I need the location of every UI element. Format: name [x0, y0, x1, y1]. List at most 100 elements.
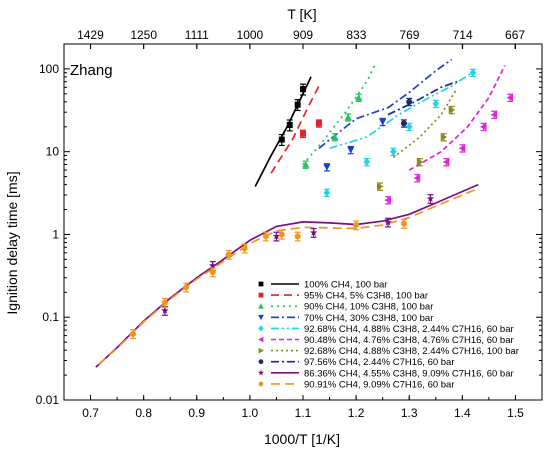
top-tick-label: 1111	[185, 28, 209, 42]
legend-label: 90% CH4, 10% C3H8, 100 bar	[304, 302, 433, 313]
legend-marker	[258, 369, 264, 376]
data-point	[400, 220, 407, 227]
data-point	[278, 136, 285, 143]
series-line	[387, 80, 458, 116]
legend-label: 92.68% CH4, 4.88% C3H8, 2.44% C7H16, 60 …	[304, 324, 514, 335]
data-point	[389, 147, 397, 156]
data-point	[161, 299, 168, 306]
y-tick-label: 100	[39, 62, 59, 76]
y-axis-title: Ignition delay time [ms]	[4, 171, 20, 314]
top-tick-label: 769	[399, 28, 419, 42]
data-point	[272, 232, 281, 240]
axes-layer: 0.7 0.8 0.9 1.0 1.1 1.2 1.3 1.4 1.5 1429 1250 1111 1…	[36, 28, 543, 420]
top-tick-label: 1000	[237, 28, 264, 42]
data-point	[323, 164, 331, 171]
series-line	[302, 65, 376, 166]
data-point	[286, 122, 293, 129]
data-point	[294, 101, 301, 108]
data-point	[241, 245, 248, 252]
series-line	[329, 71, 474, 150]
data-point	[406, 98, 413, 105]
y-tick-label: 10	[46, 145, 60, 159]
data-point	[294, 233, 301, 240]
data-point	[384, 218, 392, 226]
top-tick-label: 667	[505, 28, 525, 42]
data-point	[413, 174, 421, 182]
data-point	[469, 68, 477, 77]
data-point	[161, 306, 169, 314]
top-tick-label: 1250	[130, 28, 157, 42]
series-line	[97, 187, 479, 365]
series-line	[95, 183, 479, 368]
legend-label: 70% CH4, 30% C3H8, 100 bar	[304, 313, 433, 324]
data-point	[400, 120, 407, 127]
top-tick-label: 714	[453, 28, 473, 42]
x-tick-label: 1.1	[295, 406, 312, 420]
x-tick-label: 0.7	[82, 406, 99, 420]
data-point	[209, 269, 216, 276]
data-point	[363, 158, 371, 166]
data-point	[384, 196, 391, 204]
data-point	[379, 118, 387, 126]
x-tick-label: 0.9	[188, 406, 205, 420]
data-point	[506, 94, 514, 102]
legend-marker	[258, 303, 264, 309]
data-point	[344, 113, 352, 121]
top-tick-label: 833	[346, 28, 366, 42]
series-line	[408, 65, 506, 171]
legend-marker	[258, 381, 264, 387]
legend-label: 92.68% CH4, 4.88% C3H8, 2.44% C7H16, 100…	[304, 346, 519, 357]
top-tick-label: 1429	[77, 28, 104, 42]
legend-label: 86.36% CH4, 4.55% C3H8, 9.09% C7H16, 60 …	[304, 368, 514, 379]
x-tick-label: 1.5	[507, 406, 524, 420]
data-point	[432, 99, 440, 108]
data-point	[458, 144, 466, 152]
legend-marker	[258, 292, 264, 298]
data-point	[209, 261, 217, 269]
panel-label: Zhang	[70, 62, 113, 79]
data-point	[405, 122, 413, 131]
y-tick-label: 0.1	[42, 310, 59, 324]
x-tick-label: 1.3	[401, 406, 418, 420]
data-point	[278, 231, 285, 238]
data-point	[262, 233, 269, 240]
y-tick-label: 0.01	[36, 393, 60, 407]
x-tick-label: 0.8	[135, 406, 152, 420]
data-point	[225, 251, 232, 258]
x-axis-title: 1000/T [1/K]	[264, 431, 340, 447]
x-tick-label: 1.2	[348, 406, 365, 420]
legend-marker	[258, 359, 264, 365]
data-point	[448, 106, 456, 114]
legend-marker	[258, 281, 264, 287]
data-point	[353, 222, 360, 229]
series-line	[318, 58, 453, 149]
data-points-layer	[130, 68, 514, 340]
legend-marker	[258, 336, 264, 343]
data-point	[323, 188, 331, 197]
legend-label: 95% CH4, 5% C3H8, 100 bar	[304, 291, 428, 302]
data-point	[442, 158, 450, 166]
data-point	[130, 330, 137, 337]
data-point	[490, 111, 498, 119]
data-point	[440, 133, 448, 141]
x-tick-label: 1.0	[242, 406, 259, 420]
data-point	[183, 284, 190, 291]
legend-label: 90.48% CH4, 4.76% C3H8, 4.76% C7H16, 60 …	[304, 335, 514, 346]
model-lines-layer	[95, 58, 506, 368]
legend-marker	[258, 325, 264, 332]
legend-marker	[258, 314, 264, 321]
data-point	[300, 86, 306, 93]
legend-marker	[258, 347, 264, 354]
x-tick-label: 1.4	[454, 406, 471, 420]
data-point	[315, 120, 322, 127]
data-point	[347, 146, 355, 154]
top-axis-title: T [K]	[287, 6, 316, 22]
data-point	[300, 130, 306, 137]
data-point	[302, 160, 310, 168]
legend-label: 97.56% CH4, 2.44% C7H16, 60 bar	[304, 357, 455, 368]
data-point	[377, 182, 384, 191]
legend-label: 100% CH4, 100 bar	[304, 280, 387, 291]
